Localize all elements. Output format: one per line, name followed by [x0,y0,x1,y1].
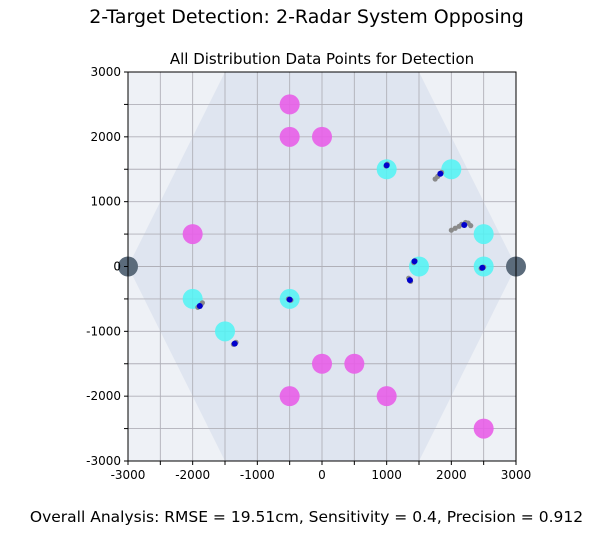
missed-target-marker [473,418,494,439]
detected-target-marker [409,256,429,277]
y-tick-label: 3000 [90,65,121,79]
candidate-point [452,225,458,231]
figure-title: 2-Target Detection: 2-Radar System Oppos… [89,6,524,28]
detection-point [196,303,203,310]
x-tick-label: -2000 [175,468,210,482]
missed-target-marker [279,94,300,115]
x-tick-label: 3000 [501,468,532,482]
axes-title: All Distribution Data Points for Detecti… [170,50,474,68]
x-tick-label: 2000 [436,468,467,482]
detection-point [286,296,293,303]
detection-point [406,277,413,284]
missed-target-marker [279,126,300,147]
detection-point [461,222,468,229]
y-tick-label: -3000 [86,454,121,468]
missed-target-marker [376,386,397,407]
analysis-summary: Overall Analysis: RMSE = 19.51cm, Sensit… [29,508,584,526]
missed-target-marker [312,126,332,147]
y-tick-label: -1000 [86,324,121,338]
missed-target-marker [279,386,300,407]
missed-target-marker [312,353,332,374]
detection-point [437,170,444,177]
y-tick-label: 1000 [90,195,121,209]
detection-point [479,264,486,271]
detected-target-marker [215,321,235,342]
candidate-point [468,223,474,229]
y-tick-label: -2000 [86,389,121,403]
axes-frame [124,71,517,465]
x-tick-label: -3000 [111,468,146,482]
missed-target-marker [344,353,365,374]
detection-point [383,162,390,169]
detected-target-marker [473,224,494,245]
tick-labels: -3000 -2000 -1000 0 1000 2000 3000 3000 2000 1000… [86,65,531,482]
x-tick-label: 0 [318,468,326,482]
x-tick-label: 1000 [371,468,402,482]
detected-target-marker [441,159,462,180]
candidate-point [448,227,454,233]
data-points [118,94,526,439]
missed-target-marker [182,224,203,245]
detection-point [231,340,238,347]
detection-point [411,258,418,265]
detected-target-marker [182,288,203,309]
y-tick-label: 0 [113,260,121,274]
detected-target-marker [376,159,397,180]
y-tick-label: 2000 [90,130,121,144]
x-tick-label: -1000 [240,468,275,482]
